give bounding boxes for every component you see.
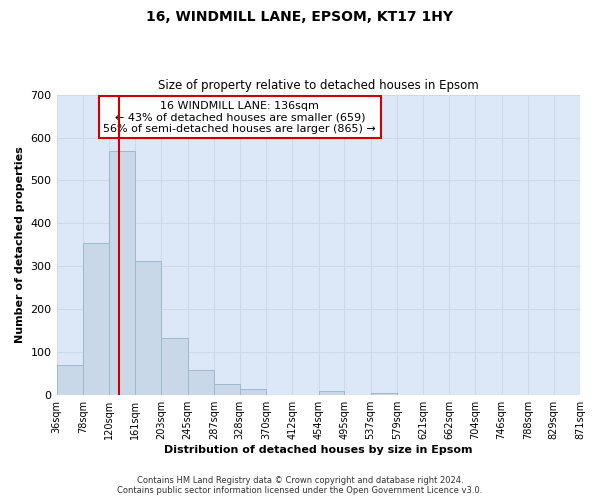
Bar — [83, 242, 109, 395]
Text: 16 WINDMILL LANE: 136sqm
← 43% of detached houses are smaller (659)
56% of semi-: 16 WINDMILL LANE: 136sqm ← 43% of detach… — [103, 100, 376, 134]
Bar — [109, 152, 135, 395]
Bar — [371, 394, 397, 395]
Bar — [214, 384, 239, 395]
Bar — [188, 370, 214, 395]
Bar — [319, 391, 344, 395]
Title: Size of property relative to detached houses in Epsom: Size of property relative to detached ho… — [158, 79, 479, 92]
Text: 16, WINDMILL LANE, EPSOM, KT17 1HY: 16, WINDMILL LANE, EPSOM, KT17 1HY — [146, 10, 454, 24]
Bar — [239, 389, 266, 395]
Bar — [161, 338, 188, 395]
Bar — [135, 261, 161, 395]
Text: Contains HM Land Registry data © Crown copyright and database right 2024.
Contai: Contains HM Land Registry data © Crown c… — [118, 476, 482, 495]
Bar — [56, 365, 83, 395]
Y-axis label: Number of detached properties: Number of detached properties — [15, 146, 25, 344]
X-axis label: Distribution of detached houses by size in Epsom: Distribution of detached houses by size … — [164, 445, 473, 455]
